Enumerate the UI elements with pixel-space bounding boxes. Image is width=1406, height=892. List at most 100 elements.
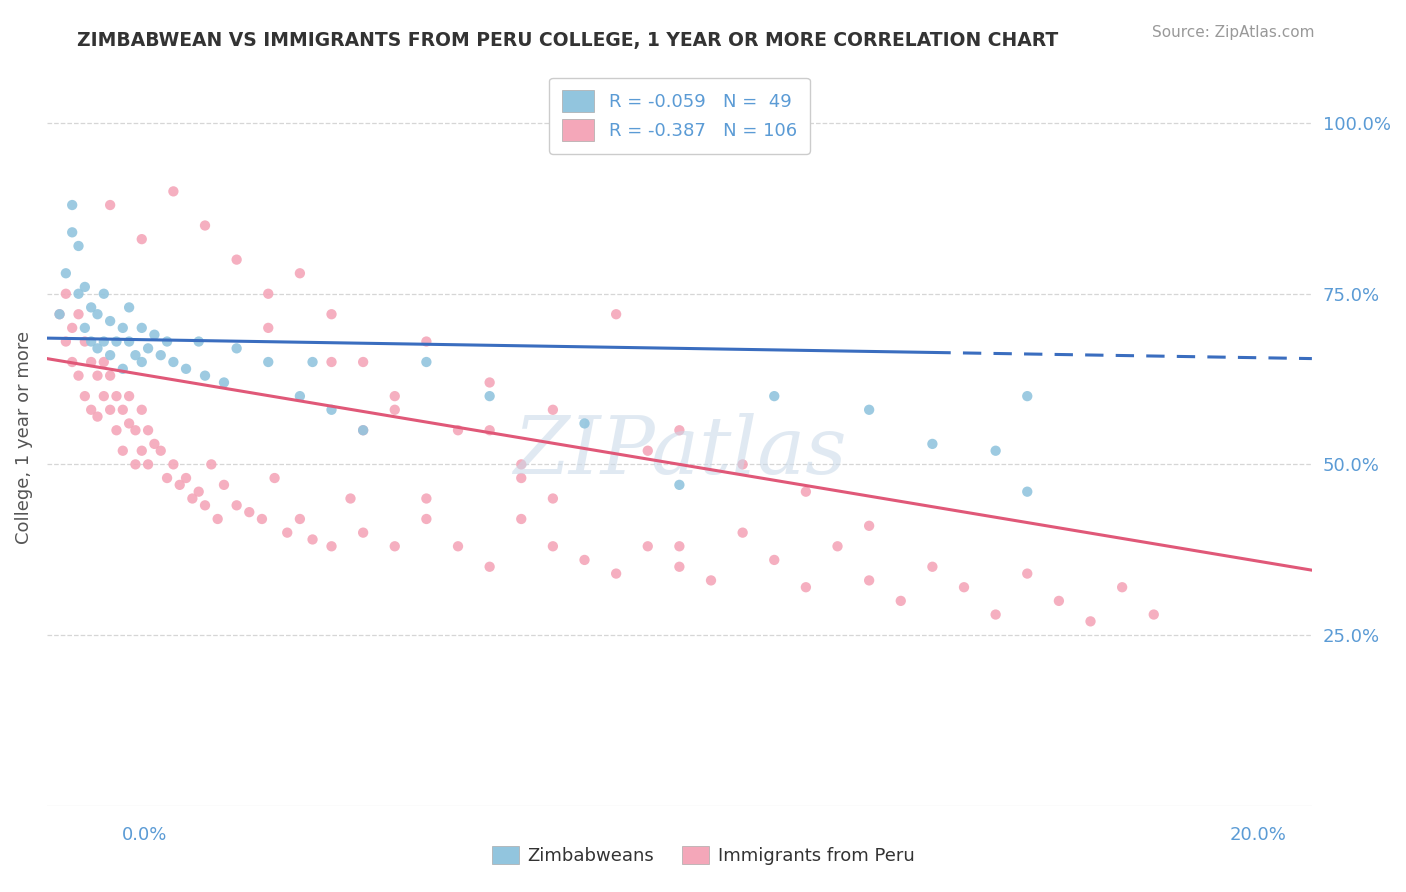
Point bbox=[637, 539, 659, 553]
Legend: Zimbabweans, Immigrants from Peru: Zimbabweans, Immigrants from Peru bbox=[482, 837, 924, 874]
Point bbox=[67, 286, 90, 301]
Point bbox=[447, 423, 470, 437]
Point bbox=[111, 321, 134, 335]
Point bbox=[478, 559, 501, 574]
Point bbox=[668, 539, 690, 553]
Point bbox=[352, 525, 374, 540]
Point bbox=[321, 355, 343, 369]
Point bbox=[169, 478, 191, 492]
Point bbox=[174, 471, 197, 485]
Point bbox=[415, 512, 437, 526]
Point bbox=[194, 368, 217, 383]
Point bbox=[111, 443, 134, 458]
Point bbox=[541, 402, 564, 417]
Point bbox=[238, 505, 260, 519]
Point bbox=[131, 402, 153, 417]
Point bbox=[105, 334, 128, 349]
Point bbox=[257, 355, 280, 369]
Point bbox=[1080, 615, 1102, 629]
Point bbox=[156, 334, 179, 349]
Point bbox=[67, 239, 90, 253]
Point bbox=[574, 553, 596, 567]
Point bbox=[60, 198, 83, 212]
Text: 20.0%: 20.0% bbox=[1230, 826, 1286, 844]
Point bbox=[93, 389, 115, 403]
Point bbox=[60, 321, 83, 335]
Point bbox=[321, 402, 343, 417]
Point bbox=[1017, 389, 1039, 403]
Point bbox=[212, 376, 235, 390]
Point bbox=[131, 443, 153, 458]
Point bbox=[637, 443, 659, 458]
Point bbox=[105, 423, 128, 437]
Point bbox=[276, 525, 298, 540]
Point bbox=[257, 321, 280, 335]
Point bbox=[162, 355, 184, 369]
Point bbox=[80, 334, 103, 349]
Point bbox=[93, 355, 115, 369]
Point bbox=[60, 225, 83, 239]
Point bbox=[48, 307, 70, 321]
Point bbox=[136, 342, 159, 356]
Point bbox=[763, 389, 786, 403]
Point bbox=[731, 458, 754, 472]
Y-axis label: College, 1 year or more: College, 1 year or more bbox=[15, 331, 32, 543]
Point bbox=[118, 334, 141, 349]
Point bbox=[794, 580, 817, 594]
Legend: R = -0.059   N =  49, R = -0.387   N = 106: R = -0.059 N = 49, R = -0.387 N = 106 bbox=[550, 78, 810, 154]
Point bbox=[200, 458, 222, 472]
Point bbox=[194, 499, 217, 513]
Point bbox=[207, 512, 229, 526]
Point bbox=[1017, 566, 1039, 581]
Point bbox=[321, 539, 343, 553]
Point bbox=[149, 443, 172, 458]
Point bbox=[80, 355, 103, 369]
Point bbox=[384, 539, 406, 553]
Point bbox=[86, 307, 108, 321]
Point bbox=[541, 491, 564, 506]
Point bbox=[288, 512, 311, 526]
Point bbox=[93, 334, 115, 349]
Point bbox=[953, 580, 976, 594]
Point bbox=[60, 355, 83, 369]
Point bbox=[415, 334, 437, 349]
Point bbox=[86, 368, 108, 383]
Point bbox=[80, 402, 103, 417]
Point bbox=[858, 518, 880, 533]
Point bbox=[731, 525, 754, 540]
Point bbox=[605, 566, 627, 581]
Point bbox=[763, 553, 786, 567]
Point bbox=[124, 423, 146, 437]
Point bbox=[93, 286, 115, 301]
Point bbox=[48, 307, 70, 321]
Point bbox=[510, 471, 533, 485]
Point bbox=[858, 574, 880, 588]
Point bbox=[352, 423, 374, 437]
Point bbox=[288, 266, 311, 280]
Text: Source: ZipAtlas.com: Source: ZipAtlas.com bbox=[1152, 25, 1315, 40]
Point bbox=[478, 389, 501, 403]
Point bbox=[118, 417, 141, 431]
Point bbox=[510, 458, 533, 472]
Point bbox=[415, 355, 437, 369]
Point bbox=[194, 219, 217, 233]
Point bbox=[668, 478, 690, 492]
Point bbox=[98, 314, 121, 328]
Point bbox=[187, 334, 209, 349]
Point bbox=[605, 307, 627, 321]
Point bbox=[478, 423, 501, 437]
Point bbox=[384, 389, 406, 403]
Point bbox=[984, 607, 1007, 622]
Text: ZIPatlas: ZIPatlas bbox=[513, 413, 846, 491]
Point bbox=[131, 232, 153, 246]
Point bbox=[111, 402, 134, 417]
Point bbox=[86, 409, 108, 424]
Point bbox=[447, 539, 470, 553]
Point bbox=[1017, 484, 1039, 499]
Point bbox=[301, 533, 323, 547]
Point bbox=[668, 423, 690, 437]
Point bbox=[339, 491, 361, 506]
Point bbox=[174, 361, 197, 376]
Point bbox=[225, 252, 247, 267]
Point bbox=[257, 286, 280, 301]
